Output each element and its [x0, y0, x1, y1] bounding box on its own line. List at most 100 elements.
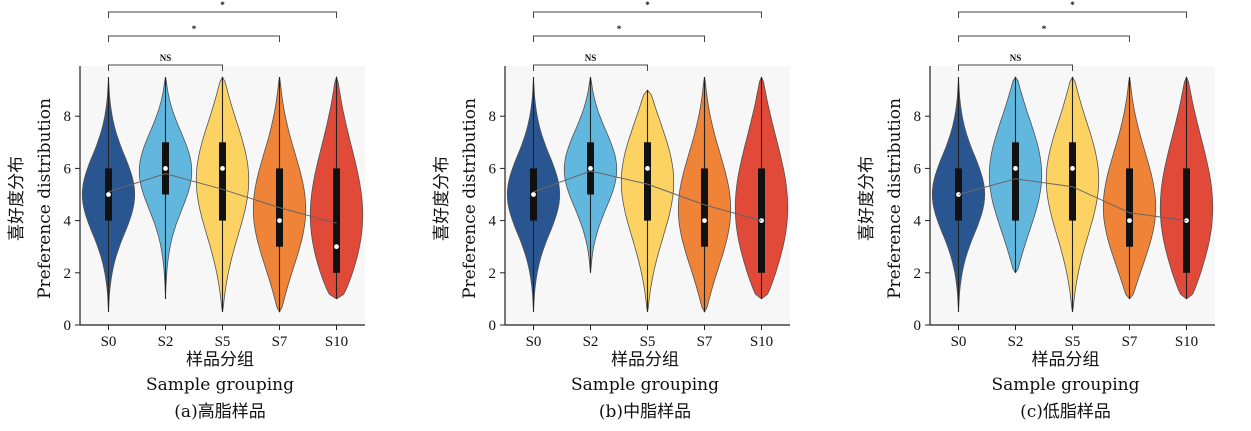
- mean-line: [958, 178, 1187, 222]
- violin-s0: [81, 77, 136, 312]
- xlabel-en: Sample grouping: [991, 375, 1140, 395]
- median-dot: [220, 166, 225, 171]
- median-dot: [1070, 166, 1075, 171]
- xlabel-en: Sample grouping: [570, 375, 720, 395]
- median-dot: [163, 166, 168, 171]
- violin-s2: [563, 77, 618, 273]
- iqr-box: [701, 168, 708, 247]
- y-tick-label: 2: [64, 266, 72, 282]
- caption: (a)高脂样品: [174, 402, 266, 422]
- significance-bracket: *: [533, 24, 705, 42]
- violin-s10: [309, 75, 364, 300]
- x-tick-label: S7: [272, 334, 288, 350]
- significance-label: NS: [160, 53, 172, 63]
- x-tick-label: S0: [526, 334, 542, 350]
- bracket-line: [958, 11, 1187, 18]
- y-tick-label: 4: [489, 214, 497, 230]
- median-dot: [588, 166, 593, 171]
- x-tick-label: S5: [1065, 334, 1081, 350]
- xlabel-cn: 样品分组: [186, 350, 254, 370]
- y-tick-label: 4: [64, 214, 72, 230]
- caption: (b)中脂样品: [598, 402, 692, 422]
- y-axis-label-cn: 喜好度分布: [857, 156, 877, 241]
- median-dot: [277, 218, 282, 224]
- violin-s5: [1045, 76, 1100, 312]
- significance-label: *: [220, 0, 225, 10]
- median-dot: [334, 244, 339, 250]
- y-tick-label: 8: [64, 109, 72, 125]
- x-tick-label: S10: [325, 334, 348, 350]
- violin-s2: [138, 77, 193, 299]
- bracket-line: [533, 64, 648, 71]
- x-tick-label: S7: [1122, 334, 1138, 350]
- y-tick-label: 0: [914, 318, 922, 334]
- x-tick-label: S7: [697, 334, 713, 350]
- median-dot: [645, 166, 650, 171]
- panel-b: 0 2 4 6 8 喜好度分布 Preference distribution S0 S2 S5 S…: [425, 0, 835, 431]
- iqr-box: [1012, 142, 1019, 221]
- iqr-box: [1069, 142, 1076, 221]
- y-tick-label: 6: [64, 161, 72, 177]
- x-tick-label: S5: [215, 334, 231, 350]
- significance-label: *: [1042, 24, 1047, 34]
- significance-label: NS: [585, 53, 597, 63]
- panel-a: 0 2 4 6 8 喜好度分布 Preference distribution S0 S2 S5 S…: [0, 0, 410, 431]
- bracket-line: [533, 11, 762, 18]
- bracket-line: [958, 35, 1130, 42]
- significance-label: *: [1070, 0, 1075, 10]
- violin-s0: [506, 77, 561, 312]
- y-tick-label: 0: [64, 318, 72, 334]
- panel-c: 0 2 4 6 8 喜好度分布 Preference distribution S0 S2 S5 S…: [850, 0, 1251, 431]
- x-tick-label: S10: [1175, 334, 1198, 350]
- y-axis-label-en: Preference distribution: [35, 98, 55, 299]
- y-tick-label: 8: [489, 109, 497, 125]
- y-tick-label: 6: [489, 161, 497, 177]
- caption: (c)低脂样品: [1020, 402, 1111, 422]
- violin-s5: [195, 76, 250, 312]
- bracket-line: [108, 64, 223, 71]
- bracket-line: [108, 11, 337, 18]
- significance-bracket: *: [958, 24, 1130, 42]
- significance-bracket: *: [108, 24, 280, 42]
- x-tick-label: S2: [1008, 334, 1024, 350]
- significance-bracket: *: [108, 0, 337, 18]
- significance-bracket: NS: [958, 53, 1073, 71]
- significance-bracket: NS: [533, 53, 648, 71]
- significance-label: *: [645, 0, 650, 10]
- mean-line: [533, 170, 762, 222]
- y-tick-label: 6: [914, 161, 922, 177]
- bracket-line: [108, 35, 280, 42]
- violin-s7: [1102, 77, 1157, 300]
- significance-label: *: [617, 24, 622, 34]
- violin-chart-b: 0 2 4 6 8 喜好度分布 Preference distribution S0 S2 S5 S…: [432, 0, 790, 350]
- y-tick-label: 8: [914, 109, 922, 125]
- xlabel-cn: 样品分组: [1031, 350, 1100, 370]
- y-axis-label-en: Preference distribution: [460, 98, 480, 299]
- median-dot: [1013, 166, 1018, 171]
- y-tick-label: 4: [914, 214, 922, 230]
- y-tick-label: 2: [914, 266, 922, 282]
- x-tick-label: S2: [583, 334, 599, 350]
- x-tick-label: S0: [951, 334, 967, 350]
- median-dot: [702, 218, 707, 224]
- violin-chart-a: 0 2 4 6 8 喜好度分布 Preference distribution S0 S2 S5 S…: [7, 0, 365, 350]
- xlabel-en: Sample grouping: [145, 375, 295, 395]
- y-axis-label-cn: 喜好度分布: [432, 156, 452, 241]
- median-dot: [106, 192, 111, 197]
- y-tick-label: 2: [489, 266, 497, 282]
- iqr-box: [1126, 168, 1133, 247]
- iqr-box: [644, 142, 651, 221]
- significance-bracket: *: [958, 0, 1187, 18]
- violin-s2: [988, 76, 1043, 274]
- x-tick-label: S2: [158, 334, 174, 350]
- significance-bracket: *: [533, 0, 762, 18]
- iqr-box: [219, 142, 226, 221]
- significance-label: *: [192, 24, 197, 34]
- y-axis-label-cn: 喜好度分布: [7, 156, 27, 241]
- iqr-box: [333, 168, 340, 273]
- violin-s7: [677, 77, 732, 313]
- x-tick-label: S0: [101, 334, 117, 350]
- violin-chart-c: 0 2 4 6 8 喜好度分布 Preference distribution S0 S2 S5 S…: [857, 0, 1215, 350]
- y-axis-label-en: Preference distribution: [885, 98, 905, 299]
- y-tick-label: 0: [489, 318, 497, 334]
